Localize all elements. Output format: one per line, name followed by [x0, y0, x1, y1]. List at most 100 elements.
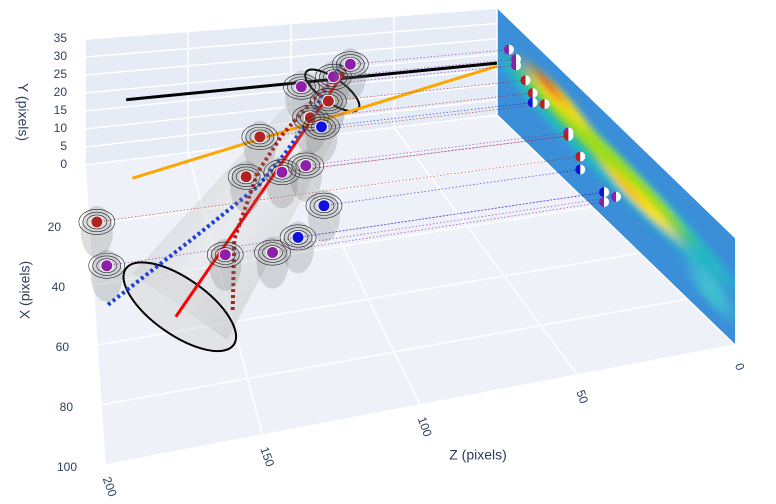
marker-ring	[86, 214, 108, 230]
y-tick-label: 20	[54, 85, 68, 99]
wall-projection-half	[604, 187, 610, 198]
marker-ring	[263, 159, 301, 186]
x-tick-label: 100	[57, 460, 77, 474]
marker-ring	[295, 158, 317, 173]
wall-projection	[511, 54, 517, 65]
y-tick-label: 15	[54, 103, 68, 117]
marker-ring	[279, 224, 317, 251]
heatmap-blob	[537, 72, 552, 90]
marker-ring	[235, 169, 257, 185]
z-tick-label: 150	[257, 445, 277, 469]
y-axis-title: Y (pixels)	[15, 83, 31, 141]
wall-projection	[611, 191, 616, 202]
wall-projection-half	[568, 130, 574, 141]
wall-projection	[563, 130, 569, 141]
z-tick-label: 0	[732, 361, 748, 372]
marker-ring	[307, 116, 336, 137]
marker	[253, 130, 267, 144]
line	[174, 71, 346, 318]
marker-ring	[262, 245, 283, 260]
marker-ring	[332, 51, 369, 78]
marker-ring	[292, 104, 329, 131]
x-axis-title: X (pixels)	[17, 261, 33, 319]
marker-ring	[296, 107, 325, 128]
marker-ring	[311, 119, 332, 135]
marker-ring	[287, 230, 309, 245]
projection-line	[333, 58, 517, 78]
marker-ring	[303, 113, 340, 140]
marker-ring	[305, 192, 343, 219]
marker-ring	[310, 88, 347, 115]
projection-line	[225, 196, 617, 256]
wall-projection	[527, 97, 533, 108]
projection-line	[96, 156, 581, 223]
x-tick-label: 20	[48, 220, 62, 234]
marker	[266, 246, 280, 260]
marker-ring	[291, 79, 312, 94]
marker-ring	[283, 227, 313, 248]
wall-projection-half	[580, 164, 586, 175]
projection-line	[305, 132, 569, 166]
cylinder-end	[122, 261, 238, 353]
marker-ring	[258, 242, 287, 263]
marker	[291, 230, 305, 244]
z-tick-label: 100	[415, 415, 435, 439]
marker-ring	[78, 209, 116, 235]
grid-line	[496, 114, 736, 346]
marker	[275, 165, 289, 179]
wall-projection-half	[508, 44, 514, 55]
marker-ring	[206, 241, 244, 268]
heatmap-blob	[616, 175, 640, 201]
y-tick-label: 35	[54, 31, 68, 45]
marker	[327, 70, 341, 84]
wall-projection-half	[616, 191, 621, 202]
marker	[321, 94, 335, 108]
marker-ring	[291, 155, 321, 176]
wall-projection	[503, 44, 509, 55]
marker-ring	[249, 129, 271, 145]
marker-ring	[96, 258, 118, 274]
heatmap-blob	[692, 265, 731, 315]
marker	[218, 248, 232, 262]
projection-line	[281, 135, 569, 173]
grid-line	[393, 127, 579, 376]
marker	[299, 159, 313, 173]
projection-line	[321, 102, 533, 128]
marker-ring	[340, 56, 361, 72]
marker-ring	[88, 252, 126, 279]
wall-projection-half	[544, 99, 550, 110]
projection-line	[328, 79, 526, 102]
y-tick-label: 5	[60, 139, 67, 153]
projection-line	[310, 92, 533, 119]
wall-projection	[527, 88, 533, 99]
marker-ring	[82, 211, 112, 233]
x-tick-label: 40	[52, 280, 66, 294]
wall-projection-half	[604, 197, 610, 208]
marker-ring	[241, 124, 279, 150]
marker-ring	[245, 126, 275, 148]
marker-ring	[231, 166, 261, 187]
wall-projection-half	[580, 151, 586, 162]
projection-line	[246, 135, 569, 178]
marker-ring	[283, 73, 320, 100]
projection-line	[323, 169, 581, 207]
projection-line	[297, 191, 605, 238]
marker-ring	[300, 110, 321, 126]
marker	[100, 259, 114, 273]
marker	[314, 120, 328, 134]
y-tick-label: 30	[54, 49, 68, 63]
marker	[239, 170, 253, 184]
line	[126, 61, 498, 102]
z-axis-title: Z (pixels)	[449, 447, 507, 463]
heatmap-blobs	[497, 54, 735, 315]
y-tick-label: 0	[60, 157, 67, 171]
x-tick-label: 60	[56, 340, 70, 354]
wall-projection	[599, 187, 605, 198]
wall-projection-half	[532, 88, 538, 99]
line	[230, 61, 354, 311]
y-tick-label: 10	[54, 121, 68, 135]
heatmap-blob	[525, 75, 683, 229]
marker-ring	[214, 247, 236, 262]
x-tick-label: 80	[60, 400, 74, 414]
